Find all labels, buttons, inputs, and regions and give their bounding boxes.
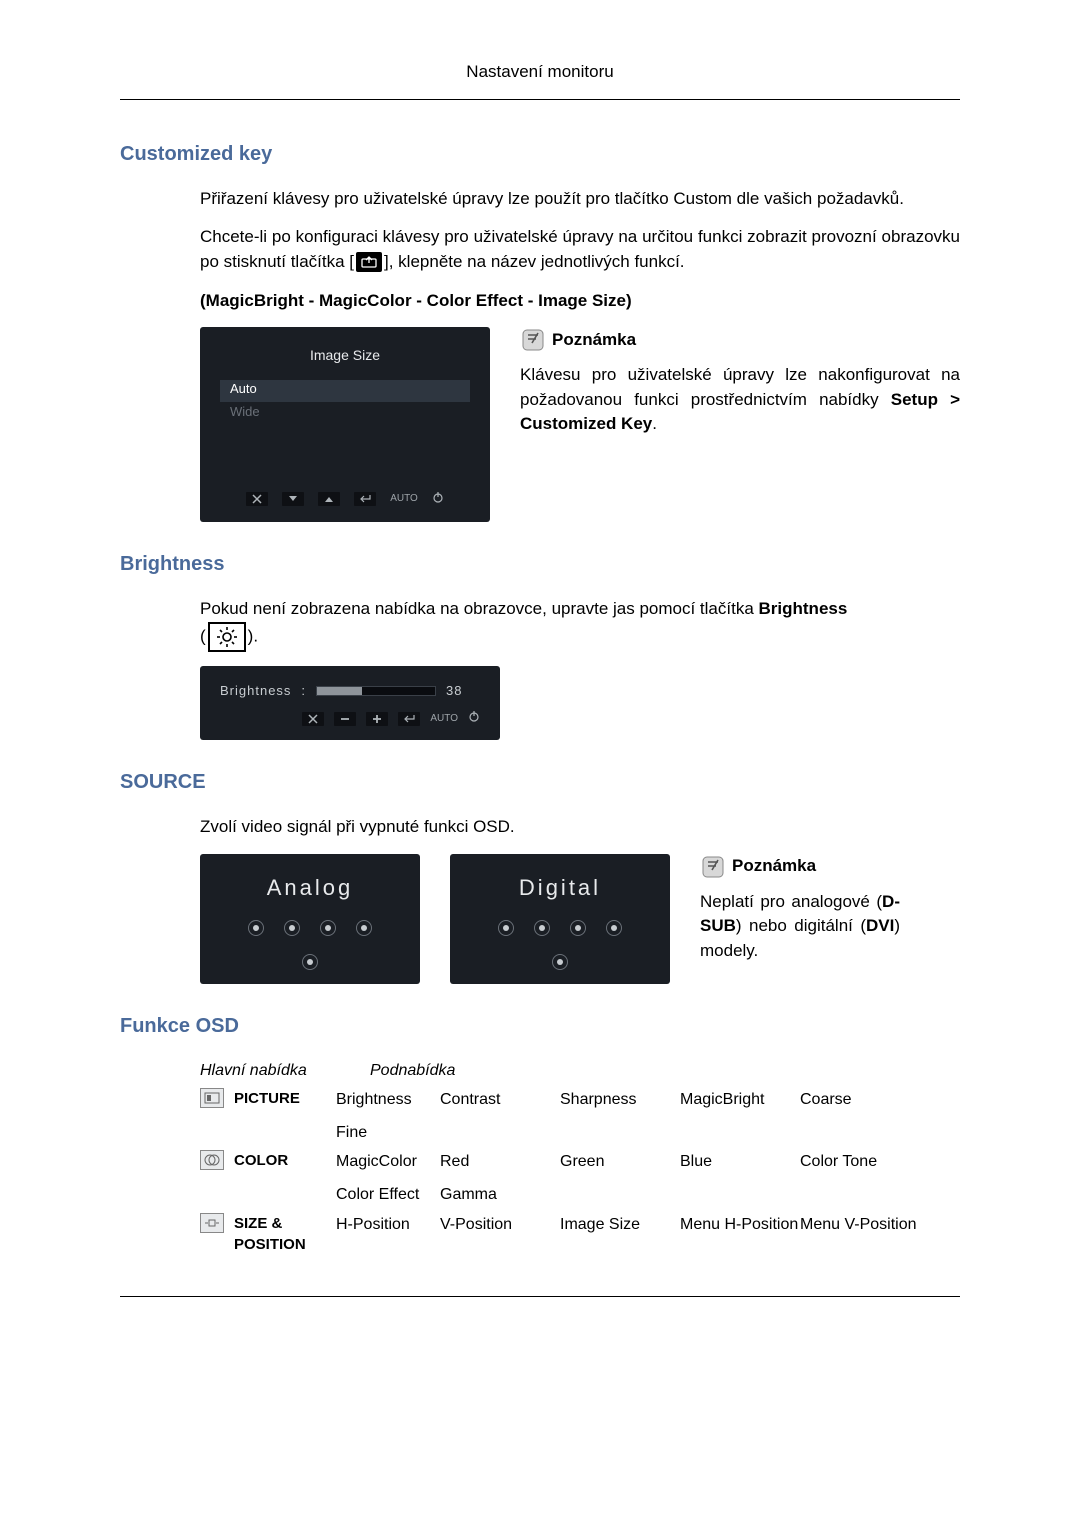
osd-sub: Contrast xyxy=(440,1088,560,1111)
osd-analog-title: Analog xyxy=(210,872,410,904)
note-icon xyxy=(700,854,726,880)
osd-sub: MagicBright xyxy=(680,1088,800,1111)
osd-analog-screenshot: Analog xyxy=(200,854,420,984)
osd-is-blank1 xyxy=(220,426,470,448)
osd-btn-power-icon xyxy=(468,710,480,728)
ck-note-header: Poznámka xyxy=(520,327,960,353)
osd-sub: Image Size xyxy=(560,1213,680,1236)
osd-digital-dots xyxy=(495,920,625,970)
page-header: Nastavení monitoru xyxy=(120,60,960,100)
osd-btn-enter-icon xyxy=(398,712,420,726)
osd-th-main: Hlavní nabídka xyxy=(200,1059,370,1082)
osd-is-title: Image Size xyxy=(220,345,470,365)
picture-menu-icon xyxy=(200,1088,228,1108)
osd-br-buttons: AUTO xyxy=(220,710,480,728)
osd-main-size: SIZE & POSITION xyxy=(234,1213,336,1257)
section-brightness-title: Brightness xyxy=(120,550,960,579)
ck-note-b: . xyxy=(652,414,657,433)
osd-sub: Menu H-Position xyxy=(680,1213,800,1236)
ck-options-line: (MagicBright - MagicColor - Color Effect… xyxy=(200,289,960,314)
osd-main-picture: PICTURE xyxy=(234,1088,336,1110)
osd-btn-auto-label: AUTO xyxy=(430,712,458,727)
osd-sub: Fine xyxy=(336,1121,440,1144)
osd-br-colon: : xyxy=(301,682,306,701)
osd-btn-minus-icon xyxy=(334,712,356,726)
osd-btn-down-icon xyxy=(282,492,304,506)
osd-sub: Red xyxy=(440,1150,560,1173)
osd-btn-enter-icon xyxy=(354,492,376,506)
src-note-label: Poznámka xyxy=(732,854,816,879)
src-note-b: ) nebo digitální ( xyxy=(736,916,866,935)
src-note-a: Neplatí pro analogové ( xyxy=(700,892,882,911)
osd-row-color: COLOR MagicColor Red Green Blue Color To… xyxy=(200,1150,960,1206)
osd-sub: Menu V-Position xyxy=(800,1213,920,1236)
osd-digital-screenshot: Digital xyxy=(450,854,670,984)
osd-sub: Brightness xyxy=(336,1088,440,1111)
br-p1a: Pokud není zobrazena nabídka na obrazovc… xyxy=(200,599,759,618)
osd-analog-dots xyxy=(245,920,375,970)
osd-th-sub: Podnabídka xyxy=(370,1059,960,1082)
osd-table-header: Hlavní nabídka Podnabídka xyxy=(200,1059,960,1082)
ck-p2b: ], klepněte na název jednotlivých funkcí… xyxy=(384,252,685,271)
osd-sub: Coarse xyxy=(800,1088,920,1111)
osd-btn-power-icon xyxy=(432,491,444,509)
section-osd-funcs-title: Funkce OSD xyxy=(120,1012,960,1041)
src-para: Zvolí video signál při vypnuté funkci OS… xyxy=(200,815,960,840)
osd-btn-close-icon xyxy=(302,712,324,726)
ck-note-body: Klávesu pro uživatelské úpravy lze nakon… xyxy=(520,363,960,437)
osd-btn-up-icon xyxy=(318,492,340,506)
osd-digital-title: Digital xyxy=(460,872,660,904)
osd-sub: V-Position xyxy=(440,1213,560,1236)
osd-is-item-wide: Wide xyxy=(220,403,470,425)
size-menu-icon xyxy=(200,1213,228,1233)
osd-row-picture: PICTURE Brightness Contrast Sharpness Ma… xyxy=(200,1088,960,1144)
osd-br-track xyxy=(316,686,436,696)
osd-sub: Sharpness xyxy=(560,1088,680,1111)
br-para: Pokud není zobrazena nabídka na obrazovc… xyxy=(200,597,960,652)
osd-image-size-screenshot: Image Size Auto Wide AUTO xyxy=(200,327,490,522)
br-p1c: ). xyxy=(248,626,258,645)
osd-sub: MagicColor xyxy=(336,1150,440,1173)
osd-br-value: 38 xyxy=(446,682,462,701)
color-menu-icon xyxy=(200,1150,228,1170)
osd-is-item-auto: Auto xyxy=(220,380,470,402)
ck-para2: Chcete-li po konfiguraci klávesy pro uži… xyxy=(200,225,960,274)
osd-btn-auto-label: AUTO xyxy=(390,492,418,507)
br-p1b: ( xyxy=(200,626,206,645)
src-note-b2: DVI xyxy=(866,916,894,935)
osd-br-fill xyxy=(317,687,362,695)
ck-note-label: Poznámka xyxy=(552,328,636,353)
osd-btn-close-icon xyxy=(246,492,268,506)
osd-sub: Blue xyxy=(680,1150,800,1173)
ck-para1: Přiřazení klávesy pro uživatelské úpravy… xyxy=(200,187,960,212)
osd-brightness-screenshot: Brightness : 38 AUTO xyxy=(200,666,960,740)
osd-sub: Color Tone xyxy=(800,1150,920,1173)
src-note-body: Neplatí pro analogové (D-SUB) nebo digit… xyxy=(700,890,900,964)
osd-sub: Gamma xyxy=(440,1183,560,1206)
brightness-icon xyxy=(208,622,246,652)
osd-sub: Color Effect xyxy=(336,1183,440,1206)
osd-is-buttons: AUTO xyxy=(220,491,470,509)
osd-row-size: SIZE & POSITION H-Position V-Position Im… xyxy=(200,1213,960,1257)
br-p1bold: Brightness xyxy=(759,599,848,618)
note-icon xyxy=(520,327,546,353)
osd-btn-plus-icon xyxy=(366,712,388,726)
osd-sub: H-Position xyxy=(336,1213,440,1236)
section-source-title: SOURCE xyxy=(120,768,960,797)
osd-br-label: Brightness xyxy=(220,682,291,701)
src-note-header: Poznámka xyxy=(700,854,900,880)
footer-rule xyxy=(120,1296,960,1297)
section-customized-key-title: Customized key xyxy=(120,140,960,169)
osd-is-blank2 xyxy=(220,449,470,471)
osd-main-color: COLOR xyxy=(234,1150,336,1172)
custom-button-icon xyxy=(356,252,382,272)
osd-sub: Green xyxy=(560,1150,680,1173)
